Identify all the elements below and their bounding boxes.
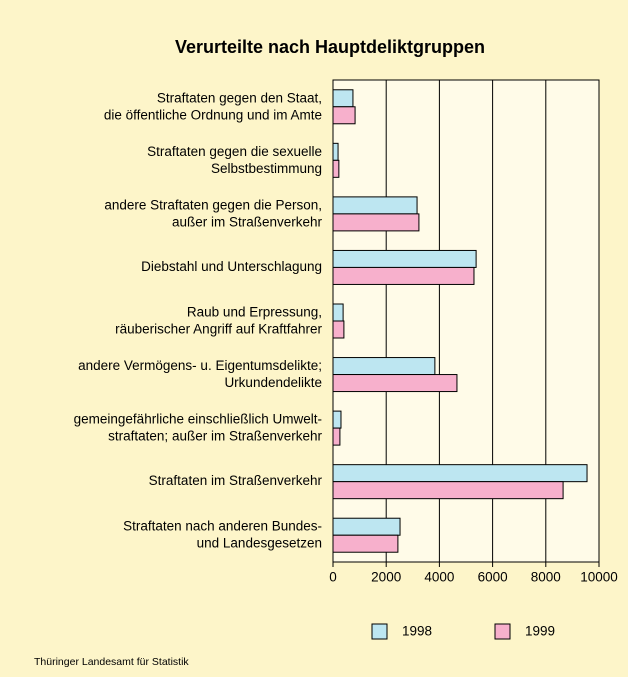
x-tick-label: 4000: [424, 570, 454, 585]
bar: [332, 249, 477, 268]
chart-title: Verurteilte nach Hauptdeliktgruppen: [175, 37, 485, 57]
category-label: andere Vermögens- u. Eigentumsdelikte; Ur…: [78, 358, 322, 390]
bar: [332, 196, 418, 215]
bar: [332, 159, 340, 178]
legend-swatch: [371, 623, 388, 640]
bar: [332, 534, 399, 553]
bar: [332, 481, 564, 500]
bar: [332, 320, 345, 339]
legend-label: 1999: [525, 624, 555, 639]
x-tick-label: 10000: [580, 570, 618, 585]
bar: [332, 303, 344, 322]
category-label: andere Straftaten gegen die Person, außer…: [104, 197, 322, 229]
x-tick-label: 0: [329, 570, 337, 585]
bar: [332, 213, 420, 232]
bar: [332, 142, 339, 161]
bar: [332, 517, 401, 536]
bar: [332, 427, 341, 446]
category-label: Straftaten im Straßenverkehr: [149, 473, 323, 488]
x-tick-label: 2000: [371, 570, 401, 585]
x-tick-label: 8000: [531, 570, 561, 585]
bar: [332, 89, 354, 108]
legend-swatch: [494, 623, 511, 640]
x-tick-label: 6000: [478, 570, 508, 585]
category-label: Straftaten gegen den Staat, die öffentlic…: [104, 90, 322, 122]
bar: [332, 266, 475, 285]
category-label: Raub und Erpressung, räuberischer Angriff…: [115, 304, 322, 336]
category-label: Straftaten nach anderen Bundes-und Lande…: [123, 518, 322, 550]
source: Thüringer Landesamt für Statistik: [34, 656, 189, 668]
category-label: Straftaten gegen die sexuelle Selbstbesti…: [147, 143, 322, 175]
bar: [332, 374, 458, 393]
bar: [332, 357, 436, 376]
bar: [332, 106, 356, 125]
category-label: gemeingefährliche einschließlich Umwelt-…: [74, 411, 323, 443]
legend-label: 1998: [402, 624, 432, 639]
category-label: Diebstahl und Unterschlagung: [141, 259, 322, 274]
bar: [332, 410, 342, 429]
bar: [332, 464, 588, 483]
